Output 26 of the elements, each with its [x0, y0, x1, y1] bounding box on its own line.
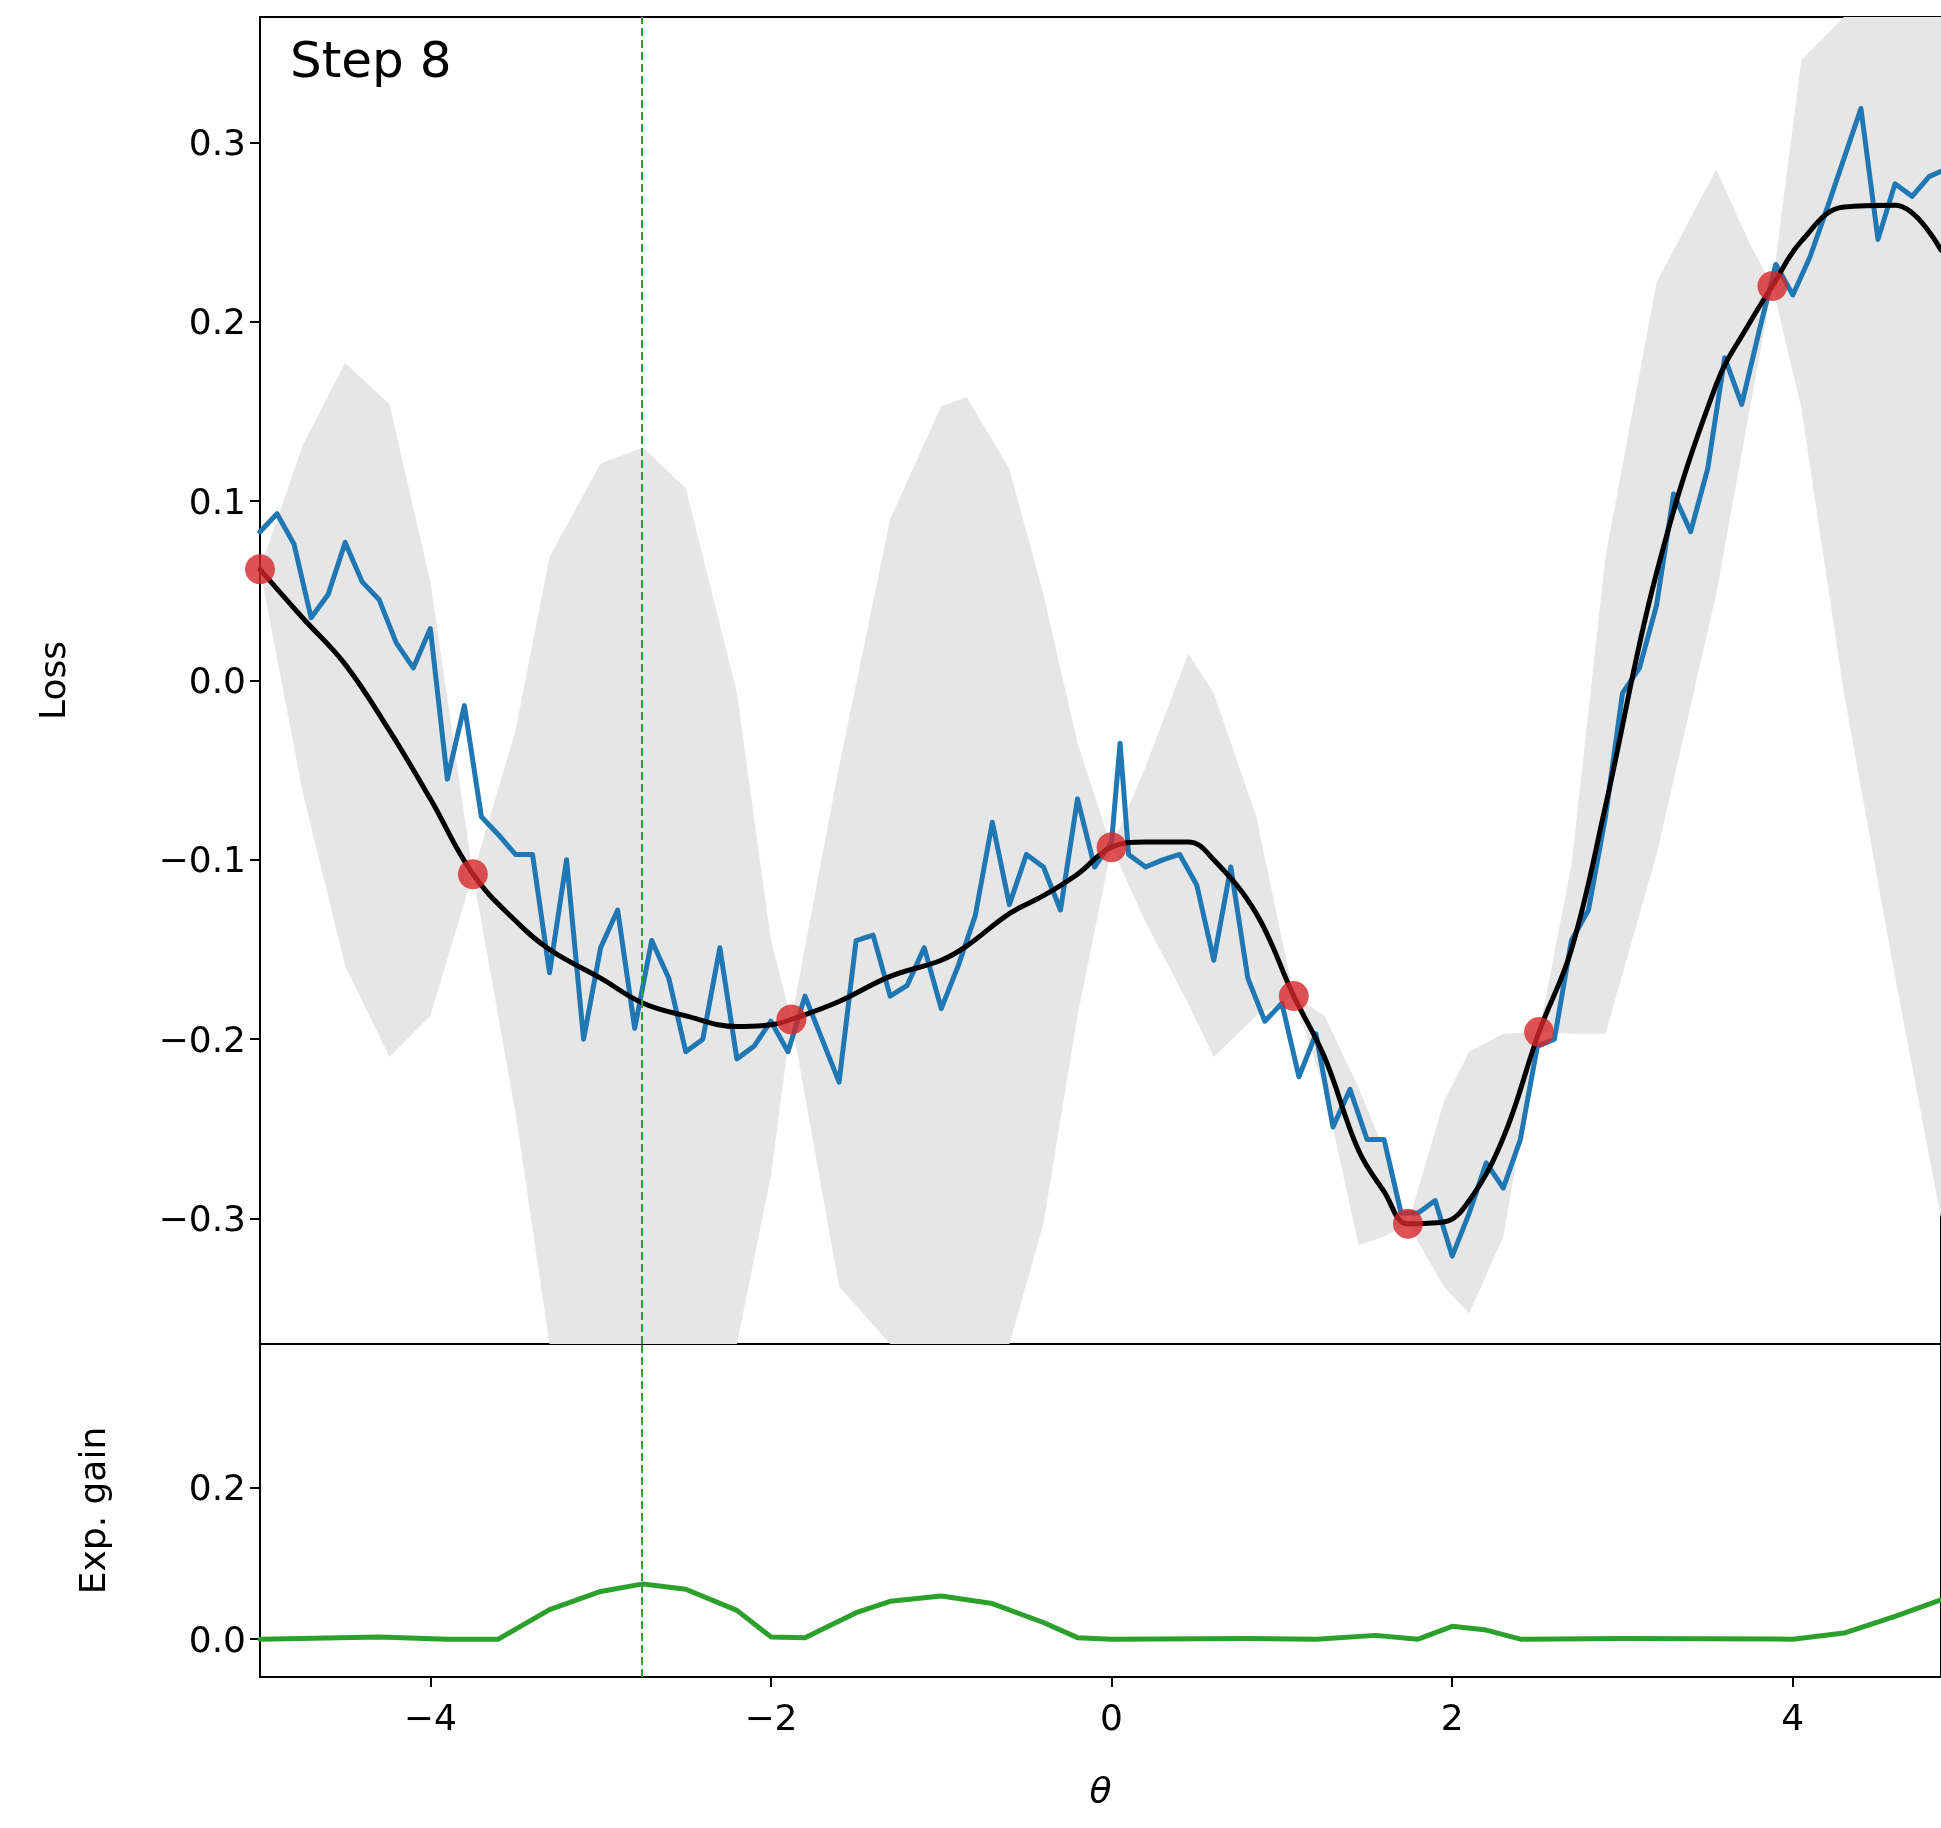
- y-tick-label: −0.3: [158, 1197, 246, 1239]
- point: [1096, 832, 1127, 863]
- y-tick-label: 0.0: [188, 1618, 246, 1660]
- point: [1757, 270, 1788, 301]
- point: [1278, 981, 1309, 1012]
- point: [1392, 1208, 1423, 1239]
- x-tick-label: −4: [403, 1696, 457, 1738]
- x-axis-title: θ: [1089, 1769, 1112, 1811]
- y-tick-label: 0.2: [188, 1467, 246, 1509]
- y-tick-label: 0.2: [188, 301, 246, 343]
- x-tick-label: 2: [1440, 1696, 1464, 1738]
- y-tick-label: 0.1: [188, 480, 246, 522]
- point: [457, 859, 488, 890]
- point: [1524, 1016, 1555, 1047]
- x-tick-label: 0: [1100, 1696, 1124, 1738]
- y-tick-label: −0.1: [158, 839, 246, 881]
- annotation: Step 8: [290, 31, 452, 89]
- y-tick-label: 0.0: [188, 660, 246, 701]
- point: [245, 554, 275, 585]
- x-tick-label: 4: [1781, 1696, 1805, 1738]
- y-tick-label: 0.3: [188, 122, 246, 164]
- y-axis-title: Exp. gain: [71, 1426, 113, 1595]
- y-axis-title: Loss: [31, 641, 73, 720]
- y-tick-label: −0.2: [158, 1018, 246, 1060]
- point: [776, 1004, 807, 1035]
- x-tick-label: −2: [744, 1696, 798, 1738]
